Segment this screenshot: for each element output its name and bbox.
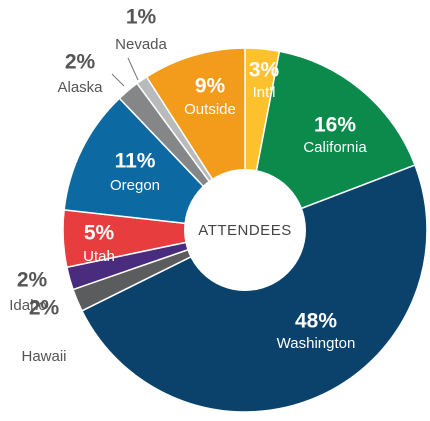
value-label: 1% <box>126 6 157 29</box>
value-label: 2% <box>65 51 96 74</box>
category-label: California <box>303 139 367 156</box>
category-label: Idaho <box>9 297 47 314</box>
labels: 3% Int'l 16% California 48% Washington 2% Hawai… <box>9 6 367 365</box>
value-label: 2% <box>29 297 60 320</box>
category-label: Alaska <box>57 79 103 96</box>
value-label: 11% <box>115 150 156 173</box>
value-label: 48% <box>295 310 337 333</box>
value-label: 16% <box>314 114 356 137</box>
category-label: Washington <box>277 335 356 352</box>
slice <box>244 50 416 232</box>
chart-title: ATTENDEES <box>198 222 291 239</box>
category-label: Outside <box>184 101 236 118</box>
category-label: Utah <box>83 248 115 265</box>
leader-line <box>127 57 139 81</box>
category-label: Hawaii <box>21 348 66 365</box>
value-label: 3% <box>249 59 280 82</box>
leader-line <box>111 73 125 87</box>
category-label: Int'l <box>253 84 276 101</box>
value-label: 2% <box>17 269 48 292</box>
value-label: 9% <box>195 75 226 98</box>
donut-hole <box>184 169 306 291</box>
category-label: Nevada <box>115 36 167 53</box>
category-label: Oregon <box>110 177 160 194</box>
value-label: 5% <box>84 222 115 245</box>
